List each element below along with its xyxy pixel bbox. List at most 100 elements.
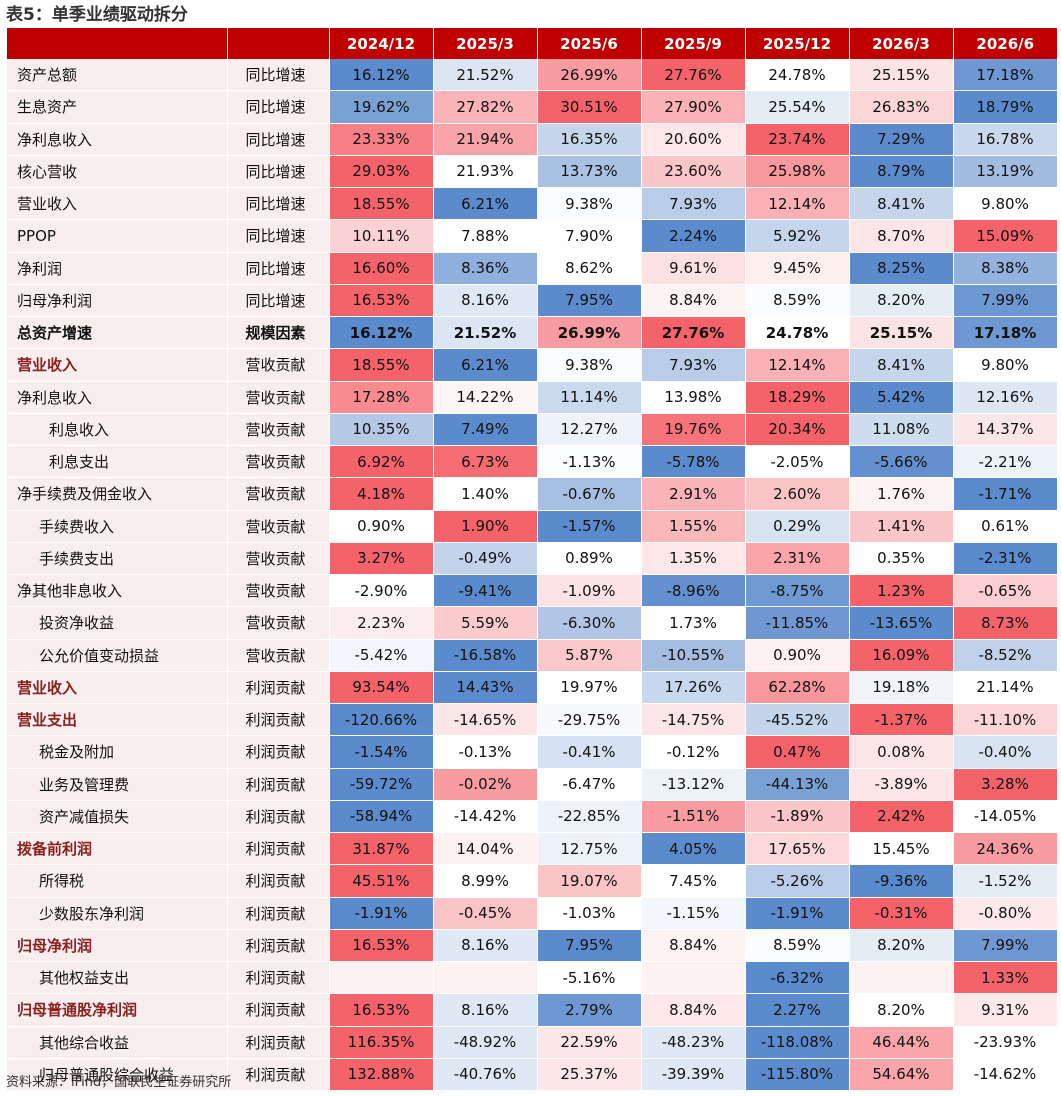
- column-header[interactable]: 2026/6: [953, 28, 1057, 59]
- value-cell: 21.93%: [433, 155, 538, 189]
- table-row: 营业支出 利润贡献 -120.66% -14.65% -29.75% -14.75% -45…: [7, 703, 1058, 737]
- value-cell: 27.90%: [641, 90, 746, 124]
- column-header[interactable]: 2025/12: [745, 28, 850, 59]
- column-header[interactable]: 2024/12: [329, 28, 434, 59]
- table-row: PPOP 同比增速 10.11% 7.88% 7.90% 2.24% 5.92% 8.70% 1…: [7, 219, 1058, 253]
- value-cell: 14.43%: [433, 670, 538, 705]
- value-cell: 25.98%: [745, 155, 850, 189]
- value-cell: 11.14%: [537, 381, 642, 414]
- value-cell: -1.15%: [641, 897, 746, 930]
- value-cell: 9.31%: [953, 993, 1058, 1027]
- value-cell: 16.78%: [953, 123, 1058, 156]
- column-header[interactable]: 2026/3: [849, 28, 954, 59]
- value-cell: -118.08%: [745, 1026, 850, 1059]
- table-row: 营业收入 营收贡献 18.55% 6.21% 9.38% 7.93% 12.14% 8.41%…: [7, 348, 1058, 382]
- value-cell: -14.42%: [433, 800, 538, 834]
- table-row: 归母净利润 利润贡献 16.53% 8.16% 7.95% 8.84% 8.59% 8.20%…: [7, 929, 1058, 963]
- column-header[interactable]: 2025/9: [641, 28, 746, 59]
- table-row: 所得税 利润贡献 45.51% 8.99% 19.07% 7.45% -5.26% -9.36…: [7, 864, 1058, 898]
- row-label: 投资净收益: [7, 606, 228, 640]
- value-cell: [433, 961, 538, 995]
- value-cell: 26.99%: [537, 315, 642, 350]
- row-label: 资产减值损失: [7, 800, 228, 834]
- value-cell: 26.99%: [537, 59, 642, 92]
- header-row: 2024/12 2025/3 2025/6 2025/9 2025/12 202…: [7, 28, 1057, 59]
- value-cell: 0.08%: [849, 735, 954, 769]
- row-factor: 营收贡献: [227, 639, 330, 672]
- value-cell: -45.52%: [745, 703, 850, 737]
- value-cell: -5.26%: [745, 864, 850, 898]
- value-cell: 17.18%: [953, 59, 1058, 92]
- value-cell: -11.85%: [745, 606, 850, 640]
- row-label: 利息支出: [7, 445, 228, 479]
- row-factor: 营收贡献: [227, 348, 330, 382]
- value-cell: 0.35%: [849, 542, 954, 576]
- table-row: 归母净利润 同比增速 16.53% 8.16% 7.95% 8.84% 8.59% 8.20%…: [7, 284, 1058, 318]
- value-cell: 14.04%: [433, 832, 538, 866]
- value-cell: 8.16%: [433, 929, 538, 963]
- value-cell: 14.22%: [433, 381, 538, 414]
- row-label: PPOP: [7, 219, 228, 253]
- value-cell: 19.76%: [641, 413, 746, 447]
- row-factor: 同比增速: [227, 90, 330, 124]
- value-cell: -1.71%: [953, 477, 1058, 511]
- value-cell: 0.29%: [745, 510, 850, 543]
- value-cell: 62.28%: [745, 670, 850, 705]
- value-cell: 8.16%: [433, 993, 538, 1027]
- row-label: 手续费支出: [7, 542, 228, 576]
- row-label: 营业支出: [7, 703, 228, 737]
- value-cell: -1.91%: [329, 897, 434, 930]
- value-cell: 6.21%: [433, 187, 538, 221]
- row-label: 归母净利润: [7, 929, 228, 963]
- row-label: 手续费收入: [7, 510, 228, 543]
- table-body: 资产总额 同比增速 16.12% 21.52% 26.99% 27.76% 24.78% 25…: [7, 59, 1058, 1092]
- value-cell: 8.20%: [849, 284, 954, 318]
- table-row: 业务及管理费 利润贡献 -59.72% -0.02% -6.47% -13.12% -44.…: [7, 768, 1058, 801]
- value-cell: -8.96%: [641, 574, 746, 608]
- table-row: 总资产增速 规模因素 16.12% 21.52% 26.99% 27.76% 24.78% 2…: [7, 315, 1058, 350]
- value-cell: 5.59%: [433, 606, 538, 640]
- row-factor: 同比增速: [227, 155, 330, 189]
- value-cell: -2.90%: [329, 574, 434, 608]
- value-cell: -0.49%: [433, 542, 538, 576]
- row-factor: 营收贡献: [227, 574, 330, 608]
- value-cell: 0.47%: [745, 735, 850, 769]
- value-cell: 13.73%: [537, 155, 642, 189]
- row-factor: 利润贡献: [227, 929, 330, 963]
- value-cell: 21.14%: [953, 670, 1058, 705]
- column-header[interactable]: 2025/6: [537, 28, 642, 59]
- value-cell: -9.36%: [849, 864, 954, 898]
- value-cell: 16.09%: [849, 639, 954, 672]
- value-cell: 18.29%: [745, 381, 850, 414]
- value-cell: -0.45%: [433, 897, 538, 930]
- value-cell: 8.70%: [849, 219, 954, 253]
- value-cell: 18.79%: [953, 90, 1058, 124]
- value-cell: -48.23%: [641, 1026, 746, 1059]
- table-row: 税金及附加 利润贡献 -1.54% -0.13% -0.41% -0.12% 0.47% 0.…: [7, 735, 1058, 769]
- value-cell: -0.12%: [641, 735, 746, 769]
- value-cell: 16.35%: [537, 123, 642, 156]
- value-cell: 2.31%: [745, 542, 850, 576]
- value-cell: 0.89%: [537, 542, 642, 576]
- table-row: 利息支出 营收贡献 6.92% 6.73% -1.13% -5.78% -2.05% -5.6…: [7, 445, 1058, 479]
- value-cell: 11.08%: [849, 413, 954, 447]
- table-row: 资产总额 同比增速 16.12% 21.52% 26.99% 27.76% 24.78% 25…: [7, 59, 1058, 92]
- row-label: 净利息收入: [7, 381, 228, 414]
- value-cell: -6.32%: [745, 961, 850, 995]
- value-cell: 8.84%: [641, 993, 746, 1027]
- value-cell: 7.99%: [953, 929, 1058, 963]
- column-header[interactable]: 2025/3: [433, 28, 538, 59]
- value-cell: -1.57%: [537, 510, 642, 543]
- value-cell: 13.98%: [641, 381, 746, 414]
- value-cell: 19.97%: [537, 670, 642, 705]
- row-label: 净手续费及佣金收入: [7, 477, 228, 511]
- value-cell: -6.30%: [537, 606, 642, 640]
- value-cell: 0.61%: [953, 510, 1058, 543]
- row-factor: 利润贡献: [227, 897, 330, 930]
- table-row: 少数股东净利润 利润贡献 -1.91% -0.45% -1.03% -1.15% -1.91…: [7, 897, 1058, 930]
- value-cell: 8.84%: [641, 929, 746, 963]
- value-cell: -1.91%: [745, 897, 850, 930]
- value-cell: 16.12%: [329, 59, 434, 92]
- value-cell: 27.76%: [641, 315, 746, 350]
- value-cell: -10.55%: [641, 639, 746, 672]
